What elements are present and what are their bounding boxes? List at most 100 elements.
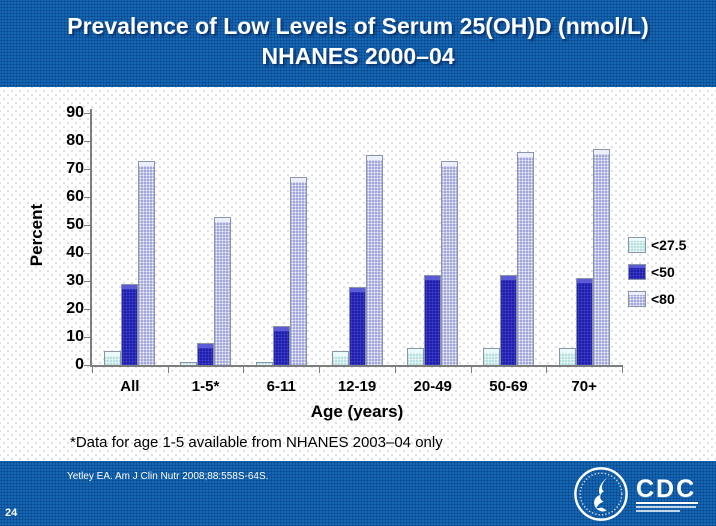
slide-title-line2: NHANES 2000–04 xyxy=(261,43,455,69)
x-category-label-6-11: 6-11 xyxy=(266,378,296,395)
cdc-logo-text: CDC xyxy=(636,475,697,503)
y-tick-mark xyxy=(84,169,90,170)
y-tick-label-20: 20 xyxy=(66,300,84,317)
legend-label: <50 xyxy=(651,263,675,280)
y-tick-label-90: 90 xyxy=(66,104,84,121)
bar-<80-All xyxy=(138,160,156,365)
bar-cap xyxy=(366,156,382,160)
x-axis-title: Age (years) xyxy=(310,402,404,421)
bar-cap xyxy=(215,217,231,222)
bar-<27.5-12-19 xyxy=(331,351,349,365)
legend-swatch xyxy=(628,236,646,253)
bar-<27.5-All xyxy=(104,351,122,365)
bar-<27.5-20-49 xyxy=(407,348,425,365)
legend-item-<80: <80 xyxy=(628,285,686,312)
hhs-eagle-icon xyxy=(594,476,609,509)
y-tick-label-10: 10 xyxy=(66,328,84,345)
bar-<50-70+ xyxy=(575,278,593,365)
page-number: 24 xyxy=(5,507,18,519)
bar-<80-12-19 xyxy=(365,155,383,365)
legend-swatch-cap xyxy=(629,237,645,241)
bar-<27.5-70+ xyxy=(558,348,576,365)
x-category-label-50-69: 50-69 xyxy=(489,378,528,395)
x-category-label-20-49: 20-49 xyxy=(413,378,452,395)
y-tick-mark xyxy=(84,113,90,114)
citation: Yetley EA. Am J Clin Nutr 2008;88:558S-6… xyxy=(67,471,269,482)
bar-cap xyxy=(332,352,348,356)
x-tick-mark xyxy=(167,367,169,373)
legend-swatch-cap xyxy=(629,291,645,295)
bar-cap xyxy=(425,276,441,281)
y-tick-label-40: 40 xyxy=(66,244,84,261)
x-tick-mark xyxy=(546,367,548,373)
bar-cap xyxy=(139,161,155,166)
bar-<50-12-19 xyxy=(348,286,366,365)
y-tick-mark xyxy=(84,253,90,254)
title-band: Prevalence of Low Levels of Serum 25(OH)… xyxy=(0,0,716,87)
footer-band: Yetley EA. Am J Clin Nutr 2008;88:558S-6… xyxy=(0,461,716,526)
bar-<80-70+ xyxy=(592,149,610,365)
bar-cap xyxy=(105,352,121,356)
legend-item-<27.5: <27.5 xyxy=(628,231,686,258)
x-tick-mark xyxy=(470,367,472,373)
bar-cap xyxy=(349,287,365,292)
bar-<27.5-1-5* xyxy=(180,362,198,365)
bar-<80-1-5* xyxy=(214,216,232,365)
y-tick-mark xyxy=(84,281,90,282)
bar-cap xyxy=(273,326,289,331)
legend-swatch xyxy=(628,290,646,307)
x-tick-mark xyxy=(622,367,623,373)
cdc-logo: CDC xyxy=(636,477,700,512)
x-category-label-70+: 70+ xyxy=(571,378,597,395)
y-tick-label-70: 70 xyxy=(66,160,84,177)
bar-cap xyxy=(483,349,499,354)
legend: <27.5 <50 <80 xyxy=(628,231,686,312)
bar-<50-20-49 xyxy=(424,275,442,365)
bar-cap xyxy=(559,349,575,354)
footnote: *Data for age 1-5 available from NHANES … xyxy=(70,434,443,451)
chart-region: Percent 0 10 20 30 40 50 60 70 80 90 All 1-5* 6-11 1… xyxy=(0,87,716,461)
y-tick-mark xyxy=(84,225,90,226)
bar-<50-1-5* xyxy=(197,342,215,365)
y-tick-label-30: 30 xyxy=(66,272,84,289)
y-tick-mark xyxy=(84,337,90,338)
x-category-label-All: All xyxy=(120,378,140,395)
cdc-logo-rule xyxy=(636,502,698,504)
y-axis-line xyxy=(90,109,92,366)
bar-cap xyxy=(290,178,306,183)
y-tick-label-80: 80 xyxy=(66,132,84,149)
cdc-logo-microtext xyxy=(636,510,680,512)
bar-<80-20-49 xyxy=(441,160,459,365)
bar-<50-6-11 xyxy=(272,325,290,365)
y-tick-mark xyxy=(84,141,90,142)
bar-<27.5-50-69 xyxy=(482,348,500,365)
y-tick-label-50: 50 xyxy=(66,216,84,233)
bar-cap xyxy=(442,161,458,166)
slide-title-line1: Prevalence of Low Levels of Serum 25(OH)… xyxy=(67,13,649,39)
y-tick-mark xyxy=(84,197,90,198)
x-tick-mark xyxy=(92,367,93,373)
bar-cap xyxy=(122,284,138,289)
y-tick-mark xyxy=(84,365,90,366)
legend-label: <80 xyxy=(651,290,675,307)
x-tick-mark xyxy=(394,367,396,373)
bar-cap xyxy=(593,150,609,155)
cdc-logo-microtext xyxy=(636,506,696,508)
bar-cap xyxy=(517,153,533,158)
bar-<27.5-6-11 xyxy=(255,362,273,365)
plot-area xyxy=(92,113,622,365)
bar-<50-50-69 xyxy=(499,275,517,365)
bar-<80-50-69 xyxy=(516,152,534,365)
bar-cap xyxy=(408,349,424,354)
bar-<80-6-11 xyxy=(289,177,307,365)
legend-item-<50: <50 xyxy=(628,258,686,285)
y-tick-label-60: 60 xyxy=(66,188,84,205)
y-axis-title: Percent xyxy=(27,203,46,267)
x-tick-mark xyxy=(243,367,245,373)
bar-cap xyxy=(576,279,592,284)
x-axis-line xyxy=(90,365,623,367)
x-category-label-1-5*: 1-5* xyxy=(191,378,220,395)
y-tick-mark xyxy=(84,309,90,310)
legend-swatch xyxy=(628,263,646,280)
